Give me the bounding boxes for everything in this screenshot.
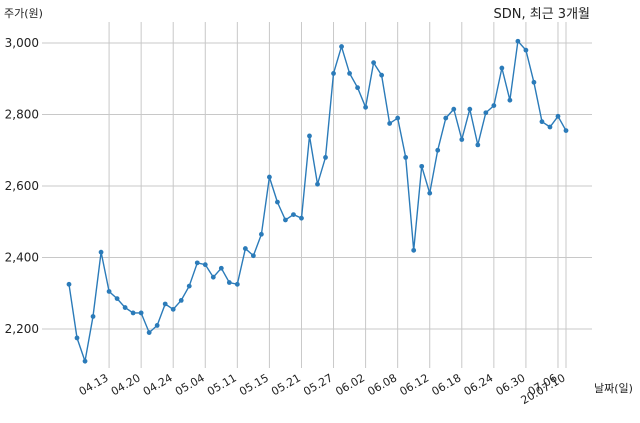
x-tick-label: 06.02: [333, 371, 367, 398]
x-tick-label: 05.11: [205, 371, 239, 398]
x-tick-label: 05.27: [301, 371, 335, 398]
data-point: [451, 106, 457, 112]
data-point: [419, 163, 425, 169]
series-line-layer: [68, 39, 567, 364]
grid: [42, 22, 592, 368]
data-point: [267, 174, 272, 180]
data-point: [555, 113, 561, 119]
data-point: [331, 70, 336, 76]
data-point: [459, 137, 465, 142]
data-point: [563, 128, 569, 133]
data-point: [178, 298, 184, 303]
data-point: [435, 147, 441, 153]
data-point: [547, 124, 553, 130]
x-tick-label: 04.13: [77, 371, 111, 398]
data-point: [114, 296, 120, 302]
data-point: [226, 280, 232, 285]
data-point: [507, 97, 513, 103]
x-tick-label: 06.08: [365, 371, 399, 398]
data-point: [491, 103, 497, 108]
data-point: [315, 181, 320, 187]
data-point: [250, 253, 256, 259]
x-tick-label: 06.12: [397, 371, 431, 398]
x-tick-label: 06.24: [462, 371, 496, 398]
data-point: [98, 249, 104, 255]
data-point: [483, 110, 489, 116]
data-point: [299, 215, 304, 221]
data-point: [515, 38, 521, 44]
data-point: [371, 60, 377, 66]
data-point: [323, 155, 328, 160]
data-point: [443, 115, 449, 121]
data-point: [162, 301, 168, 307]
data-point: [122, 305, 128, 310]
data-point: [194, 260, 200, 266]
data-point: [106, 289, 112, 294]
x-tick-label: 05.21: [269, 371, 303, 398]
y-axis-ticks: 2,200 2,400 2,600 2,800 3,000: [5, 36, 39, 336]
x-tick-label: 05.15: [237, 371, 271, 398]
data-point: [258, 231, 264, 237]
y-tick-label: 2,200: [5, 322, 39, 336]
data-point: [146, 330, 152, 335]
data-point: [130, 310, 136, 316]
data-point: [74, 335, 80, 341]
data-point: [275, 199, 280, 205]
y-axis-label: 주가(원): [4, 7, 43, 20]
data-point: [339, 44, 344, 49]
x-axis-ticks: 04.1304.2004.2405.0405.1105.1505.2105.27…: [77, 371, 568, 407]
data-point: [66, 281, 72, 287]
y-tick-label: 2,400: [5, 251, 39, 265]
y-tick-label: 2,800: [5, 108, 39, 122]
data-point: [531, 79, 537, 85]
data-point: [242, 246, 248, 251]
data-point: [523, 47, 529, 53]
data-point: [539, 119, 545, 125]
x-tick-label: 06.18: [430, 371, 464, 398]
data-point: [202, 262, 208, 268]
data-point: [307, 133, 312, 139]
data-point: [347, 70, 352, 76]
x-tick-label: 04.24: [141, 371, 175, 398]
data-point: [387, 121, 393, 126]
data-point: [186, 283, 192, 289]
data-point: [363, 104, 368, 110]
data-point: [283, 217, 288, 223]
chart-title: SDN, 최근 3개월: [494, 7, 591, 22]
data-point: [90, 314, 96, 319]
data-point: [499, 65, 505, 71]
data-point: [82, 358, 88, 364]
data-point: [234, 281, 240, 287]
data-point: [154, 323, 160, 328]
data-point: [355, 85, 360, 91]
x-axis-label: 날짜(일): [594, 381, 633, 395]
data-point: [475, 142, 481, 148]
data-point: [411, 247, 417, 253]
data-point: [218, 265, 224, 271]
data-point: [170, 306, 176, 312]
x-tick-label: 05.04: [173, 371, 207, 398]
series-points: [66, 38, 569, 364]
data-point: [395, 115, 401, 121]
data-point: [403, 155, 409, 160]
x-tick-label: 04.20: [109, 371, 143, 398]
data-point: [210, 274, 216, 280]
data-point: [427, 190, 433, 196]
data-point: [467, 106, 473, 112]
data-point: [379, 72, 385, 78]
data-point: [138, 310, 144, 316]
series-line: [68, 39, 567, 364]
y-tick-label: 2,600: [5, 179, 39, 193]
data-point: [291, 212, 296, 218]
y-tick-label: 3,000: [5, 36, 39, 50]
